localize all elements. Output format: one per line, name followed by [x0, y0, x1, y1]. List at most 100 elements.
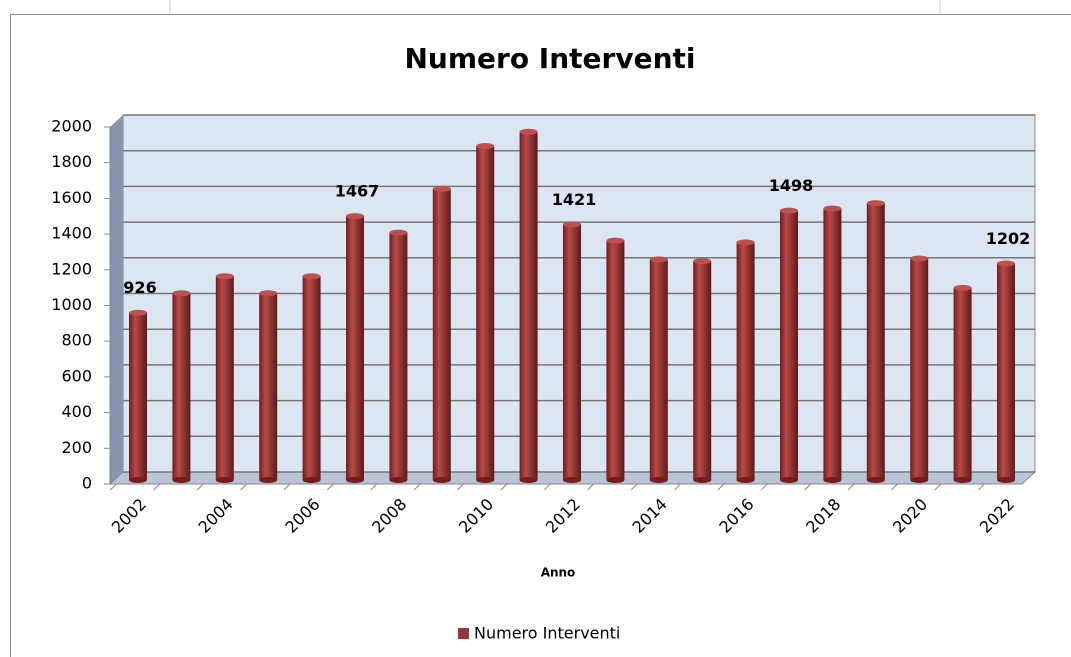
bar-top [172, 290, 191, 297]
bar-base [259, 477, 278, 483]
bar-base [866, 477, 885, 483]
bar [649, 259, 668, 480]
bar [519, 131, 538, 480]
bar [476, 145, 495, 481]
bar-top [780, 207, 798, 214]
bar-base [649, 477, 668, 483]
bar-top [389, 229, 408, 236]
bar-top [259, 290, 278, 297]
x-tick [283, 483, 291, 491]
bar-base [389, 477, 408, 483]
bar-base [606, 477, 625, 483]
data-label: 1498 [769, 176, 814, 195]
bar [693, 261, 712, 480]
bar [302, 276, 321, 480]
bar-top [866, 200, 885, 207]
bar [563, 224, 581, 480]
bar [259, 293, 278, 480]
bar-base [215, 477, 234, 483]
bar-base [997, 477, 1015, 483]
bar-top [215, 273, 234, 280]
chart-title: Numero Interventi [404, 42, 695, 75]
bar-base [693, 477, 712, 483]
y-tick-label: 0 [82, 474, 92, 493]
bar-top [563, 221, 581, 228]
bar-base [519, 477, 538, 483]
bar-top [302, 273, 321, 280]
bar-top [346, 213, 364, 220]
bar-top [910, 255, 929, 262]
bar [736, 242, 755, 480]
bar-top [736, 239, 755, 246]
y-tick-label: 800 [61, 331, 92, 350]
y-tick-label: 1600 [51, 188, 92, 207]
bar-base [476, 477, 495, 483]
x-tick [457, 483, 464, 491]
bar [780, 210, 798, 480]
x-axis-title: Anno [541, 566, 576, 580]
bar-base [823, 477, 842, 483]
x-tick [370, 483, 378, 491]
bar-top [823, 205, 842, 212]
data-label: 1202 [986, 229, 1031, 248]
bar-base [910, 477, 929, 483]
bar [172, 293, 191, 480]
bar-top [476, 142, 495, 149]
bar-base [563, 477, 581, 483]
legend-swatch [458, 628, 469, 639]
x-tick [109, 483, 117, 491]
x-tick [760, 483, 768, 491]
bar [866, 203, 885, 481]
x-tick [196, 483, 204, 491]
x-tick [717, 483, 725, 491]
bar [346, 216, 364, 480]
x-tick [891, 483, 898, 491]
bar [953, 287, 972, 480]
x-tick [240, 483, 247, 491]
y-tick-label: 1400 [51, 224, 92, 243]
bar-top [129, 309, 147, 316]
bar [606, 240, 625, 480]
bar-top [953, 284, 972, 291]
x-tick [326, 483, 334, 491]
bar-base [736, 477, 755, 483]
bar [432, 188, 451, 480]
bar-base [780, 477, 798, 483]
data-label: 1421 [552, 190, 597, 209]
x-tick [500, 483, 508, 491]
plot: 0200400600800100012001400160018002000200… [51, 114, 1035, 537]
x-tick [153, 483, 161, 491]
x-tick [543, 483, 551, 491]
bar [215, 276, 234, 480]
bar-base [346, 477, 364, 483]
y-tick-label: 400 [61, 402, 92, 421]
bar [823, 208, 842, 480]
side-wall [110, 115, 123, 484]
x-tick [804, 483, 812, 491]
x-tick [674, 483, 681, 491]
bar-top [519, 128, 538, 135]
y-tick-label: 200 [61, 438, 92, 457]
bar-base [302, 477, 321, 483]
bar-base [172, 477, 191, 483]
bar-top [649, 256, 668, 263]
data-label: 926 [123, 278, 156, 297]
legend-label: Numero Interventi [474, 624, 620, 643]
y-tick-label: 2000 [51, 117, 92, 136]
y-tick-label: 1200 [51, 259, 92, 278]
bar-base [953, 477, 972, 483]
data-label: 1467 [335, 182, 380, 201]
bar [997, 263, 1015, 480]
y-tick-label: 600 [61, 366, 92, 385]
y-tick-label: 1800 [51, 152, 92, 171]
x-tick [587, 483, 595, 491]
bar-top [606, 237, 625, 244]
bar-top [997, 260, 1015, 267]
x-tick [934, 483, 942, 491]
bar-base [432, 477, 451, 483]
x-tick [413, 483, 421, 491]
bar-top [693, 258, 712, 265]
bar [129, 312, 147, 480]
x-tick [630, 483, 638, 491]
